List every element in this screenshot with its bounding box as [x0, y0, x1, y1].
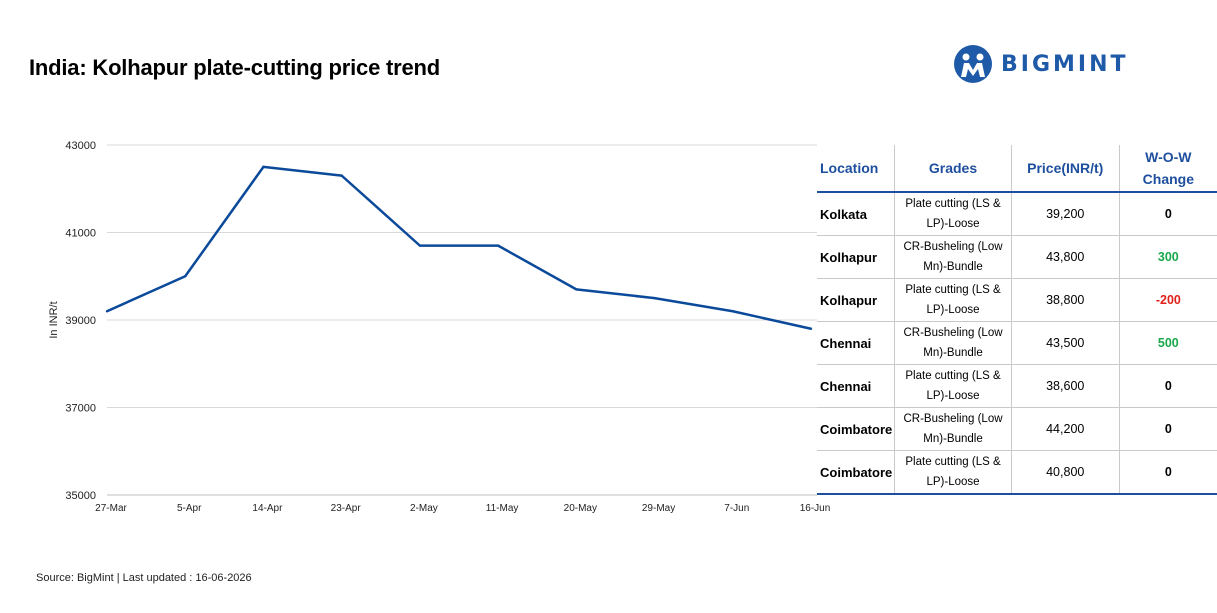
header-grades: Grades	[894, 145, 1012, 193]
data-point	[731, 310, 734, 313]
header-location: Location	[817, 145, 895, 193]
y-tick-label: 37000	[65, 403, 96, 415]
grid-lines	[107, 144, 817, 496]
cell-location: Kolhapur	[817, 278, 895, 322]
x-tick-label: 5-Apr	[177, 503, 202, 514]
x-tick-label: 29-May	[642, 503, 675, 514]
cell-grade: Plate cutting (LS & LP)-Loose	[894, 450, 1012, 495]
y-tick-label: 43000	[65, 140, 96, 152]
x-tick-label: 11-May	[486, 503, 519, 514]
x-tick-label: 23-Apr	[331, 503, 362, 514]
x-tick-label: 20-May	[564, 503, 597, 514]
cell-price: 39,200	[1010, 192, 1120, 236]
cell-wow-change: 0	[1118, 364, 1217, 408]
data-point	[418, 244, 422, 247]
cell-price: 40,800	[1010, 450, 1120, 495]
cell-location: Chennai	[817, 364, 895, 408]
cell-grade: Plate cutting (LS & LP)-Loose	[894, 278, 1012, 322]
y-axis-label: In INR/t	[48, 301, 60, 338]
price-table: Location Grades Price(INR/t) W-O-W Chang…	[817, 145, 1217, 495]
data-point	[184, 275, 187, 278]
cell-grade: CR-Busheling (Low Mn)-Bundle	[894, 321, 1012, 365]
data-point	[809, 327, 813, 330]
y-axis-ticks: 35000 37000 39000 41000 43000	[65, 140, 96, 502]
x-tick-label: 7-Jun	[724, 503, 749, 514]
cell-price: 43,500	[1010, 321, 1120, 365]
cell-location: Kolhapur	[817, 235, 895, 279]
data-point	[105, 310, 109, 313]
cell-wow-change: 300	[1118, 235, 1217, 279]
data-point	[262, 165, 265, 169]
cell-price: 44,200	[1010, 407, 1120, 451]
table-row: Chennai CR-Busheling (Low Mn)-Bundle 43,50…	[817, 321, 1217, 365]
series-price-line	[105, 165, 813, 330]
y-tick-label: 39000	[65, 315, 96, 327]
header-price: Price(INR/t)	[1010, 145, 1120, 193]
table-row: Coimbatore CR-Busheling (Low Mn)-Bundle 44…	[817, 407, 1217, 451]
table-row: Kolkata Plate cutting (LS & LP)-Loose 39,2…	[817, 192, 1217, 236]
header-wow-change: W-O-W Change	[1118, 145, 1217, 193]
logo-text: BIGMINT	[1001, 51, 1129, 77]
table-row: Chennai Plate cutting (LS & LP)-Loose 38,6…	[817, 364, 1217, 408]
cell-location: Kolkata	[817, 192, 895, 236]
source-note: Source: BigMint | Last updated : 16-06-2…	[36, 572, 252, 584]
cell-grade: CR-Busheling (Low Mn)-Bundle	[894, 407, 1012, 451]
data-point	[575, 288, 578, 291]
cell-wow-change: 500	[1118, 321, 1217, 365]
cell-grade: CR-Busheling (Low Mn)-Bundle	[894, 235, 1012, 279]
data-point	[496, 244, 500, 247]
cell-wow-change: 0	[1118, 192, 1217, 236]
table-row: Kolhapur Plate cutting (LS & LP)-Loose 38,…	[817, 278, 1217, 322]
price-series-line	[106, 165, 812, 330]
y-tick-label: 41000	[65, 228, 96, 240]
cell-location: Chennai	[817, 321, 895, 365]
cell-wow-change: 0	[1118, 450, 1217, 495]
brand-logo: BIGMINT	[953, 44, 1129, 84]
table-row: Kolhapur CR-Busheling (Low Mn)-Bundle 43,8…	[817, 235, 1217, 279]
cell-price: 38,800	[1010, 278, 1120, 322]
x-axis-ticks: 27-Mar 5-Apr 14-Apr 23-Apr 2-May 11-May 20-May…	[95, 503, 830, 514]
data-point	[340, 174, 343, 177]
x-tick-label: 2-May	[410, 503, 438, 514]
cell-grade: Plate cutting (LS & LP)-Loose	[894, 364, 1012, 408]
cell-price: 43,800	[1010, 235, 1120, 279]
cell-wow-change: 0	[1118, 407, 1217, 451]
cell-wow-change: -200	[1118, 278, 1217, 322]
y-tick-label: 35000	[65, 490, 96, 502]
bigmint-logo-icon	[954, 45, 992, 83]
x-tick-label: 16-Jun	[800, 503, 831, 514]
x-tick-label: 27-Mar	[95, 503, 127, 514]
table-row: Coimbatore Plate cutting (LS & LP)-Loose 4…	[817, 450, 1217, 495]
cell-price: 38,600	[1010, 364, 1120, 408]
cell-location: Coimbatore	[817, 450, 895, 495]
page-title: India: Kolhapur plate-cutting price tren…	[29, 55, 441, 80]
table-header-row: Location Grades Price(INR/t) W-O-W Chang…	[817, 145, 1217, 193]
data-point	[653, 296, 656, 300]
cell-location: Coimbatore	[817, 407, 895, 451]
x-tick-label: 14-Apr	[252, 503, 283, 514]
cell-grade: Plate cutting (LS & LP)-Loose	[894, 192, 1012, 236]
